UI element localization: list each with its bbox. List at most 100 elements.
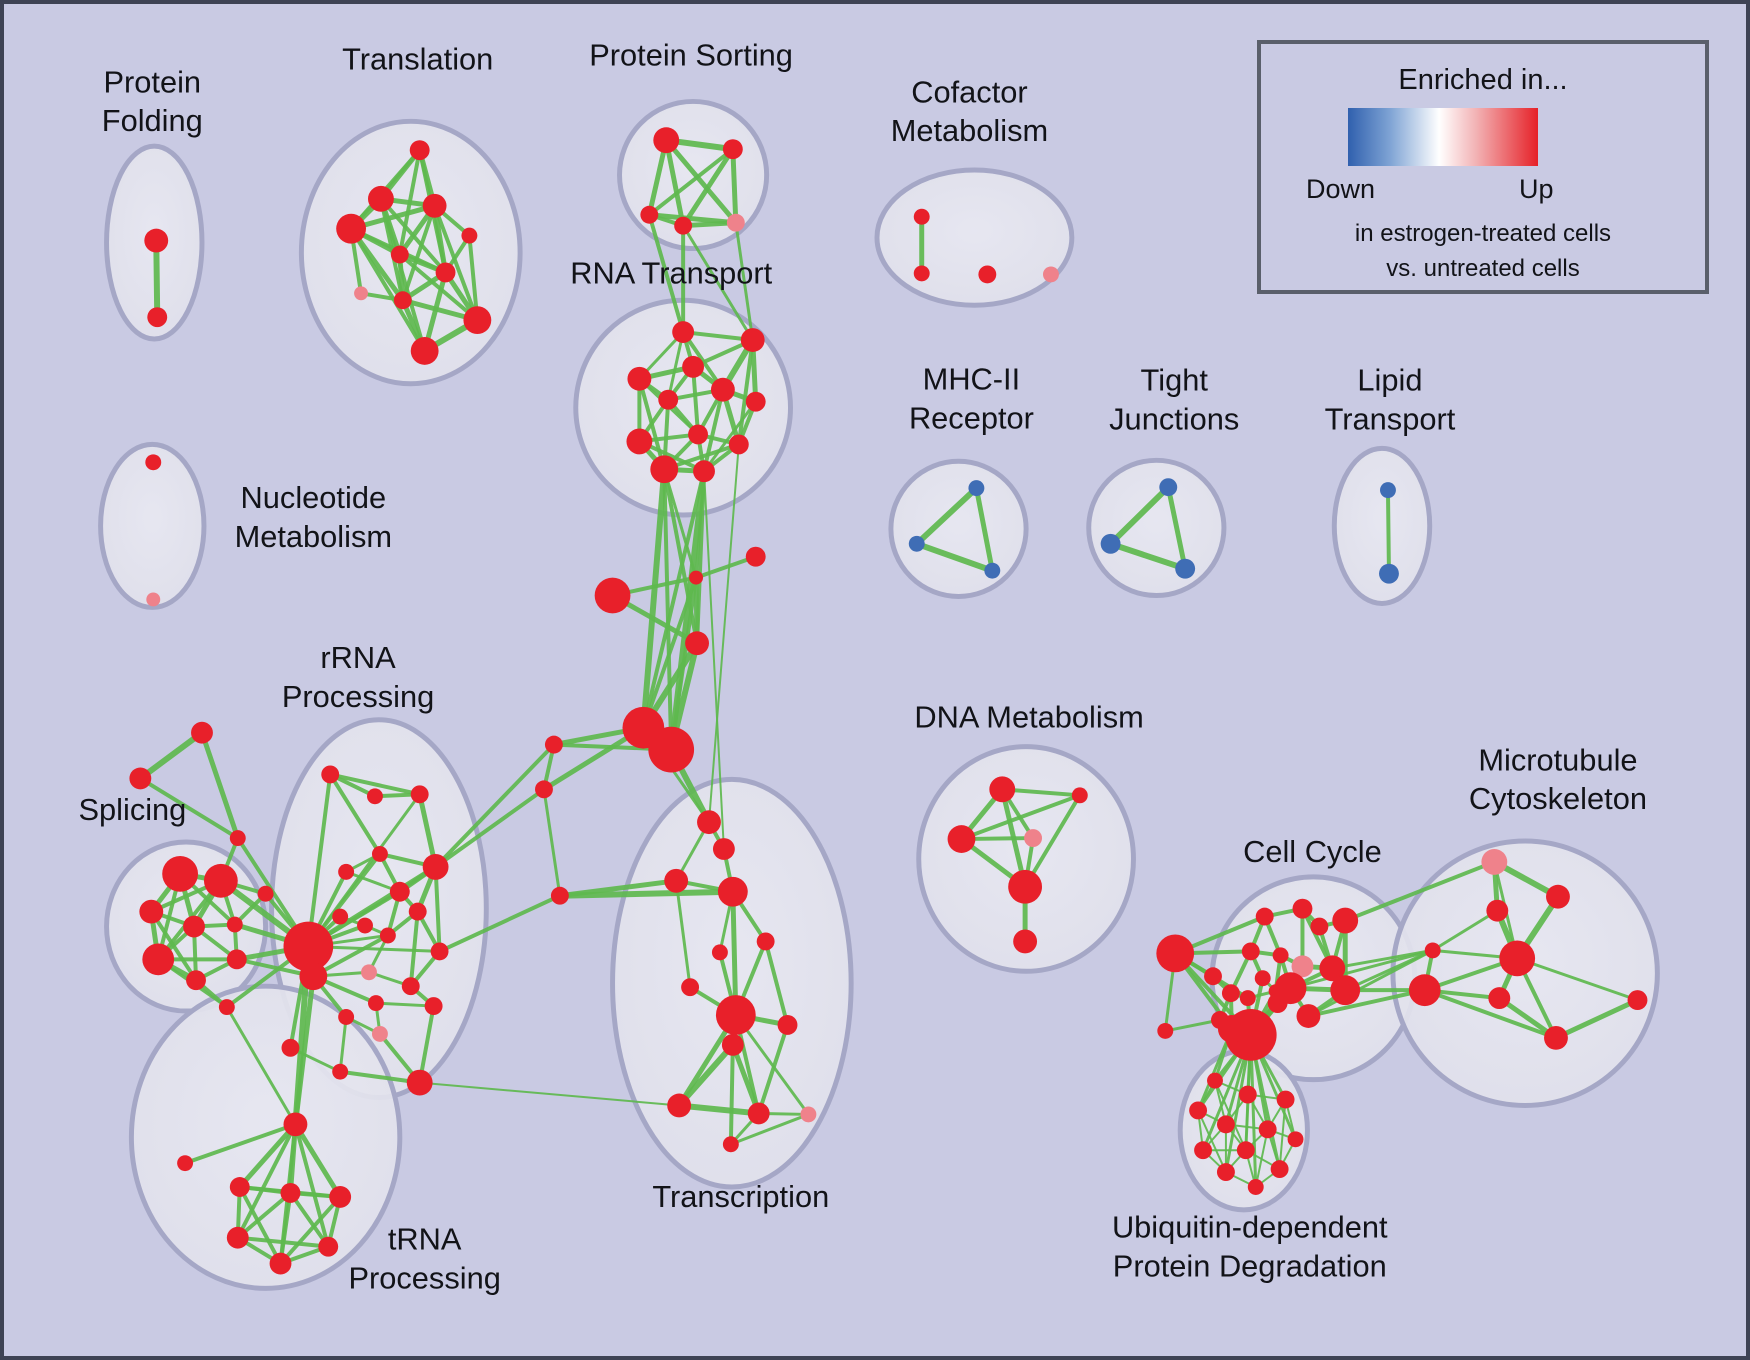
node-transcription-9 bbox=[721, 1033, 744, 1056]
cluster-label-ubiquitin-degradation: Ubiquitin-dependent Protein Degradation bbox=[1112, 1210, 1388, 1284]
edge-rrna-processing bbox=[138, 776, 240, 841]
cluster-label-splicing: Splicing bbox=[78, 792, 186, 827]
node-ubiquitin-degradation-11 bbox=[1247, 1179, 1264, 1195]
node-trna-processing-7 bbox=[269, 1252, 292, 1275]
edge-inter bbox=[418, 1081, 681, 1107]
edge-transcription bbox=[728, 1042, 735, 1147]
edge-rrna-processing bbox=[305, 864, 439, 949]
edge-protein-sorting bbox=[663, 137, 739, 226]
node-cofactor-metabolism-2 bbox=[978, 265, 997, 284]
node-splicing-0 bbox=[162, 855, 199, 892]
node-transcription-6 bbox=[711, 944, 728, 961]
node-transcription-13 bbox=[800, 1106, 817, 1123]
node-rrna-processing-2 bbox=[229, 830, 246, 847]
node-microtubule-cytoskeleton-5 bbox=[1408, 974, 1441, 1007]
node-rrna-processing-10 bbox=[332, 908, 349, 925]
edge-rna-transport bbox=[702, 400, 758, 473]
node-cofactor-metabolism-3 bbox=[1043, 266, 1059, 283]
node-rna-transport-0 bbox=[672, 321, 695, 343]
node-rna-transport-7 bbox=[688, 424, 708, 445]
node-rrna-processing-15 bbox=[283, 921, 334, 972]
edge-transcription bbox=[729, 1112, 810, 1146]
node-transcription-2 bbox=[712, 838, 735, 860]
node-rrna-processing-22 bbox=[371, 1025, 388, 1042]
edge-inter bbox=[1343, 859, 1497, 923]
edge-inter bbox=[641, 469, 706, 730]
node-translation-7 bbox=[354, 286, 368, 301]
node-trna-processing-2 bbox=[229, 1177, 250, 1197]
node-microtubule-cytoskeleton-4 bbox=[1424, 942, 1441, 959]
node-backbone-2 bbox=[594, 577, 631, 614]
node-splicing-6 bbox=[186, 970, 206, 991]
node-transcription-10 bbox=[777, 1015, 798, 1035]
edge-rrna-processing bbox=[199, 730, 241, 841]
edge-rna-transport bbox=[666, 330, 685, 402]
edge-microtubule-cytoskeleton bbox=[1422, 988, 1558, 1040]
node-microtubule-cytoskeleton-7 bbox=[1544, 1025, 1568, 1050]
cluster-ellipse-cofactor-metabolism bbox=[874, 167, 1075, 308]
node-translation-3 bbox=[336, 213, 367, 244]
edge-transcription bbox=[676, 1041, 736, 1109]
legend-subtitle-line2: vs. untreated cells bbox=[1386, 255, 1580, 282]
edge-protein-folding bbox=[153, 237, 161, 321]
node-translation-9 bbox=[463, 306, 492, 335]
node-transcription-4 bbox=[717, 876, 748, 907]
node-rrna-processing-6 bbox=[371, 846, 388, 862]
node-ubiquitin-degradation-9 bbox=[1216, 1163, 1235, 1182]
node-rna-transport-10 bbox=[650, 455, 679, 484]
cluster-ellipse-lipid-transport bbox=[1331, 445, 1433, 606]
node-backbone-3 bbox=[685, 631, 709, 656]
edge-rrna-processing bbox=[328, 772, 422, 797]
node-rrna-processing-4 bbox=[367, 788, 383, 805]
node-tight-junctions-0 bbox=[1159, 478, 1178, 497]
edge-dna-metabolism bbox=[959, 793, 1082, 842]
node-protein-sorting-0 bbox=[653, 127, 680, 154]
cluster-label-rna-transport: RNA Transport bbox=[570, 255, 772, 290]
node-lipid-transport-1 bbox=[1379, 563, 1399, 584]
edge-lipid-transport bbox=[1385, 488, 1391, 576]
edge-rrna-processing bbox=[306, 772, 333, 949]
node-translation-2 bbox=[422, 193, 447, 218]
node-ubiquitin-degradation-3 bbox=[1189, 1101, 1208, 1120]
node-cofactor-metabolism-1 bbox=[913, 265, 930, 282]
legend-up-label: Up bbox=[1519, 174, 1554, 204]
node-translation-8 bbox=[393, 291, 412, 310]
node-rrna-processing-0 bbox=[191, 721, 213, 744]
edge-rrna-processing bbox=[311, 933, 390, 979]
node-mhc-ii-receptor-0 bbox=[968, 480, 985, 497]
edge-rna-transport bbox=[702, 387, 725, 474]
node-microtubule-cytoskeleton-6 bbox=[1488, 987, 1511, 1010]
network-svg: Protein Folding Translation Protein Sorting… bbox=[78, 38, 1660, 1296]
cluster-label-trna-processing: tRNA Processing bbox=[348, 1222, 500, 1296]
edge-trna-processing bbox=[292, 1121, 343, 1200]
cluster-label-cofactor-metabolism: Cofactor Metabolism bbox=[891, 74, 1048, 148]
cluster-label-microtubule-cytoskeleton: Microtubule Cytoskeleton bbox=[1469, 742, 1647, 816]
node-trna-processing-3 bbox=[280, 1183, 301, 1203]
edge-rna-transport bbox=[637, 376, 667, 472]
node-microtubule-cytoskeleton-2 bbox=[1486, 899, 1509, 922]
node-dna-metabolism-5 bbox=[1013, 929, 1038, 954]
edge-transcription bbox=[676, 1102, 762, 1117]
node-transcription-1 bbox=[697, 810, 721, 835]
node-ubiquitin-degradation-8 bbox=[1236, 1141, 1255, 1160]
node-dna-metabolism-2 bbox=[947, 825, 976, 853]
edge-inter bbox=[703, 470, 725, 850]
node-splicing-5 bbox=[142, 943, 175, 976]
edge-transcription bbox=[730, 889, 739, 1018]
node-rrna-processing-7 bbox=[338, 863, 355, 880]
edge-inter bbox=[662, 467, 674, 752]
cluster-ellipse-tight-junctions bbox=[1086, 457, 1227, 598]
cluster-label-protein-folding: Protein Folding bbox=[102, 64, 203, 138]
node-rna-transport-2 bbox=[682, 355, 705, 378]
node-cell-cycle-10 bbox=[1254, 970, 1271, 987]
node-translation-10 bbox=[410, 337, 439, 365]
node-transcription-0 bbox=[550, 886, 569, 905]
node-trna-processing-1 bbox=[177, 1155, 194, 1172]
edge-transcription bbox=[763, 939, 790, 1027]
node-rrna-processing-8 bbox=[422, 853, 449, 880]
edge-rna-transport bbox=[691, 364, 701, 437]
edge-dna-metabolism bbox=[1023, 793, 1082, 889]
node-cell-cycle-9 bbox=[1330, 975, 1361, 1006]
cluster-label-protein-sorting: Protein Sorting bbox=[589, 38, 793, 73]
cluster-ellipse-nucleotide-metabolism bbox=[98, 441, 207, 610]
